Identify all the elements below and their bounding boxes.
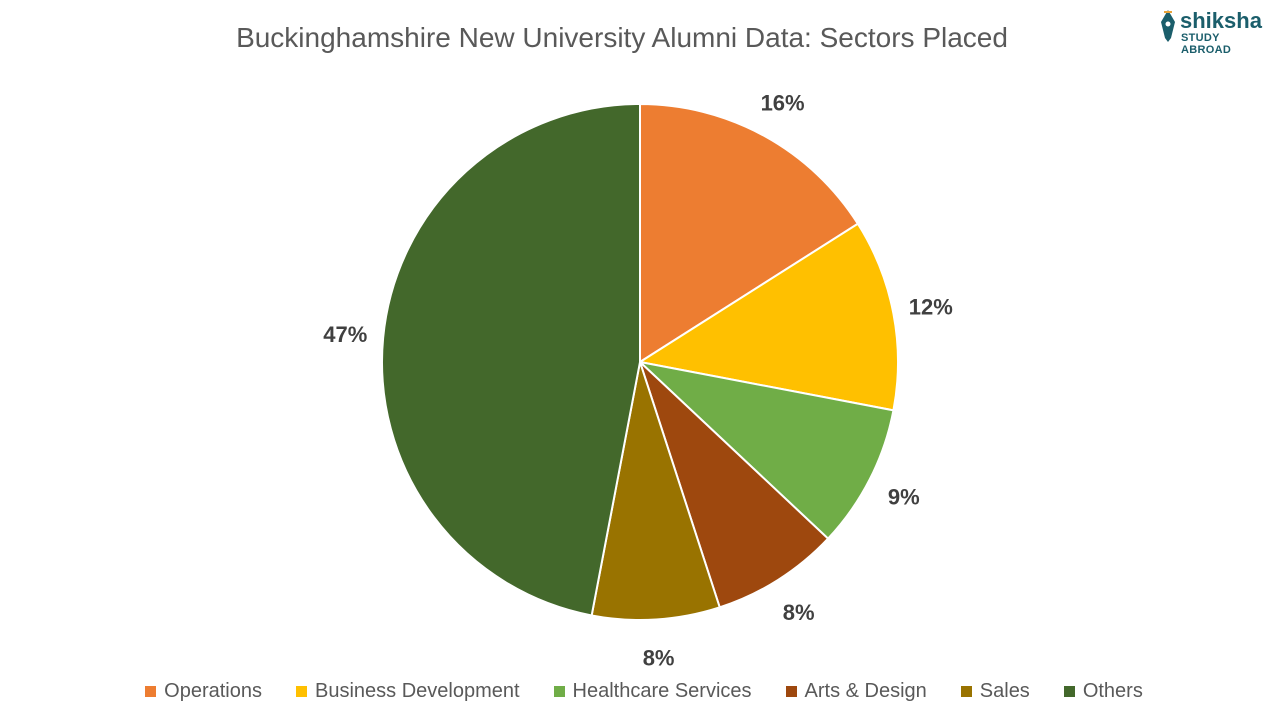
pie-slices bbox=[381, 102, 899, 621]
pie-data-labels: 16% 12% 9% 8% 8% 47% bbox=[323, 91, 952, 671]
legend-swatch bbox=[295, 686, 307, 697]
chart-title: Buckinghamshire New University Alumni Da… bbox=[236, 22, 1008, 53]
legend-label: Others bbox=[1082, 680, 1143, 702]
pie-slice-business-development bbox=[637, 222, 899, 412]
pen-nib-icon bbox=[1161, 10, 1175, 42]
pie-slice-others bbox=[381, 102, 641, 617]
data-label-business-development: 12% bbox=[909, 295, 953, 320]
legend-item-business-development: Business Development bbox=[295, 680, 520, 703]
legend-item-others: Others bbox=[1063, 680, 1143, 703]
legend-swatch bbox=[1063, 686, 1075, 697]
chart-legend: Operations Business Development Healthcare… bbox=[0, 680, 1280, 703]
pie-slice-operations bbox=[639, 102, 860, 364]
pie-slice-arts-design bbox=[639, 361, 830, 609]
logo-subtitle: STUDY ABROAD bbox=[1181, 32, 1232, 56]
legend-item-sales: Sales bbox=[960, 680, 1030, 703]
legend-swatch bbox=[145, 686, 157, 697]
legend-item-healthcare-services: Healthcare Services bbox=[553, 680, 752, 703]
data-label-healthcare-services: 9% bbox=[888, 484, 920, 509]
data-label-sales: 8% bbox=[643, 645, 675, 670]
logo-wordmark: shiksha bbox=[1180, 8, 1262, 33]
legend-swatch bbox=[553, 686, 565, 697]
data-label-others: 47% bbox=[323, 322, 367, 347]
legend-label: Arts & Design bbox=[804, 680, 927, 702]
legend-item-arts-design: Arts & Design bbox=[785, 680, 927, 703]
shiksha-logo: shiksha STUDY ABROAD bbox=[1158, 6, 1270, 56]
legend-label: Operations bbox=[164, 680, 262, 702]
data-label-arts-design: 8% bbox=[783, 600, 815, 625]
data-label-operations: 16% bbox=[761, 91, 805, 116]
legend-swatch bbox=[960, 686, 972, 697]
legend-swatch bbox=[785, 686, 797, 697]
pie-slice-healthcare-services bbox=[636, 360, 895, 541]
pie-slice-sales bbox=[590, 361, 721, 621]
legend-label: Business Development bbox=[314, 680, 520, 702]
legend-item-operations: Operations bbox=[145, 680, 262, 703]
legend-label: Healthcare Services bbox=[572, 680, 752, 702]
legend-label: Sales bbox=[979, 680, 1030, 702]
